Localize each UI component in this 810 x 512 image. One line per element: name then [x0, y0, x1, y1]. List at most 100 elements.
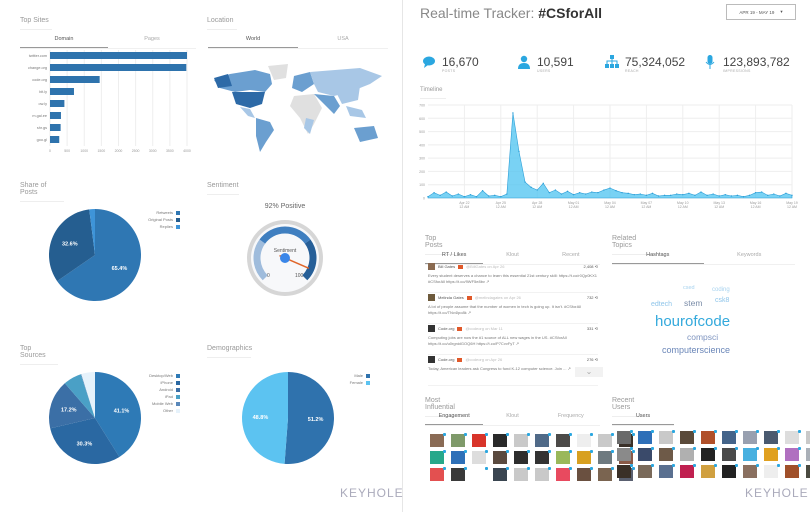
- tab-pages[interactable]: Pages: [144, 36, 160, 42]
- word-compsci[interactable]: compsci: [687, 332, 719, 342]
- word-csed[interactable]: csed: [683, 285, 695, 291]
- data-point[interactable]: [512, 112, 514, 114]
- user-avatar[interactable]: [680, 430, 696, 444]
- avatar[interactable]: [428, 294, 435, 301]
- user-avatar[interactable]: [722, 447, 738, 461]
- data-point[interactable]: [791, 194, 793, 197]
- scroll-down-button[interactable]: ⌄: [575, 367, 603, 377]
- bar[interactable]: [50, 88, 74, 95]
- user-avatar[interactable]: [638, 447, 654, 461]
- user-avatar[interactable]: [493, 450, 509, 464]
- user-avatar[interactable]: [430, 450, 446, 464]
- tab-klout[interactable]: Klout: [506, 252, 519, 258]
- avatar[interactable]: [428, 263, 435, 270]
- tab-users[interactable]: Users: [612, 410, 674, 425]
- pie-slice[interactable]: [64, 374, 95, 418]
- data-point[interactable]: [621, 191, 623, 194]
- data-point[interactable]: [554, 189, 557, 191]
- bar[interactable]: [50, 100, 65, 107]
- word-computerscience[interactable]: computerscience: [662, 345, 731, 355]
- user-avatar[interactable]: [598, 467, 614, 481]
- data-point[interactable]: [536, 189, 538, 191]
- legend-item[interactable]: Android: [120, 386, 180, 393]
- data-point[interactable]: [760, 191, 763, 193]
- post-item[interactable]: Bill Gates @BillGates on Apr 26 2,408 ⟲ Eve…: [428, 262, 598, 293]
- data-point[interactable]: [457, 193, 460, 195]
- bar[interactable]: [50, 112, 61, 119]
- user-avatar[interactable]: [743, 464, 759, 478]
- data-point[interactable]: [651, 192, 654, 195]
- data-point[interactable]: [676, 193, 678, 195]
- user-avatar[interactable]: [701, 464, 717, 478]
- data-point[interactable]: [469, 193, 472, 196]
- user-avatar[interactable]: [514, 450, 530, 464]
- data-point[interactable]: [433, 191, 435, 194]
- data-point[interactable]: [736, 194, 739, 197]
- legend-item[interactable]: iPad: [120, 393, 180, 400]
- data-point[interactable]: [627, 192, 629, 195]
- tab-domain[interactable]: Domain: [20, 33, 108, 48]
- user-avatar[interactable]: [535, 433, 551, 447]
- post-author[interactable]: Bill Gates: [438, 264, 456, 269]
- data-point[interactable]: [487, 195, 490, 197]
- user-avatar[interactable]: [577, 467, 593, 481]
- data-point[interactable]: [718, 195, 720, 197]
- data-point[interactable]: [500, 195, 502, 198]
- user-avatar[interactable]: [598, 433, 614, 447]
- user-avatar[interactable]: [659, 447, 675, 461]
- tab-recent[interactable]: Recent: [562, 252, 580, 258]
- data-point[interactable]: [663, 194, 666, 197]
- word-stem[interactable]: stem: [684, 298, 703, 308]
- bar[interactable]: [50, 52, 187, 59]
- data-point[interactable]: [742, 195, 745, 198]
- bar[interactable]: [50, 64, 187, 71]
- post-item[interactable]: Code.org @codeorg on Apr 26 276 ⟲ Today, Am…: [428, 355, 598, 386]
- user-avatar[interactable]: [785, 447, 801, 461]
- tab-engagement[interactable]: Engagement: [425, 410, 484, 425]
- user-avatar[interactable]: [617, 430, 633, 444]
- user-avatar[interactable]: [617, 447, 633, 461]
- data-point[interactable]: [754, 191, 757, 194]
- data-point[interactable]: [633, 193, 635, 196]
- post-author[interactable]: Code.org: [438, 357, 455, 362]
- user-avatar[interactable]: [514, 433, 530, 447]
- legend-item[interactable]: Female: [310, 379, 370, 386]
- user-avatar[interactable]: [701, 430, 717, 444]
- user-avatar[interactable]: [806, 431, 810, 444]
- data-point[interactable]: [682, 193, 684, 196]
- user-avatar[interactable]: [806, 448, 810, 461]
- word-hourofcode[interactable]: hourofcode: [655, 313, 731, 330]
- user-avatar[interactable]: [451, 450, 467, 464]
- user-avatar[interactable]: [451, 467, 467, 481]
- data-point[interactable]: [694, 194, 696, 197]
- data-point[interactable]: [445, 191, 447, 193]
- user-avatar[interactable]: [493, 433, 509, 447]
- user-avatar[interactable]: [472, 467, 488, 481]
- data-point[interactable]: [578, 191, 581, 194]
- legend-item[interactable]: Male: [310, 372, 370, 379]
- pie-slice[interactable]: [49, 209, 95, 282]
- user-avatar[interactable]: [659, 430, 675, 444]
- user-avatar[interactable]: [598, 450, 614, 464]
- tab-hashtags[interactable]: Hashtags: [612, 249, 704, 264]
- tab-keywords[interactable]: Keywords: [737, 252, 762, 258]
- data-point[interactable]: [518, 150, 520, 153]
- user-avatar[interactable]: [701, 447, 717, 461]
- legend-item[interactable]: Retweets: [120, 209, 180, 216]
- user-avatar[interactable]: [556, 433, 572, 447]
- user-avatar[interactable]: [556, 450, 572, 464]
- data-point[interactable]: [767, 194, 769, 197]
- pie-slice[interactable]: [89, 209, 95, 255]
- data-point[interactable]: [785, 192, 787, 195]
- legend-item[interactable]: iPhone: [120, 379, 180, 386]
- user-avatar[interactable]: [722, 464, 738, 478]
- user-avatar[interactable]: [535, 467, 551, 481]
- data-point[interactable]: [669, 194, 672, 197]
- legend-item[interactable]: Original Posts: [120, 216, 180, 223]
- user-avatar[interactable]: [493, 467, 509, 481]
- user-avatar[interactable]: [743, 430, 759, 444]
- user-avatar[interactable]: [638, 430, 654, 444]
- user-avatar[interactable]: [472, 433, 488, 447]
- data-point[interactable]: [475, 195, 478, 198]
- user-avatar[interactable]: [785, 464, 801, 478]
